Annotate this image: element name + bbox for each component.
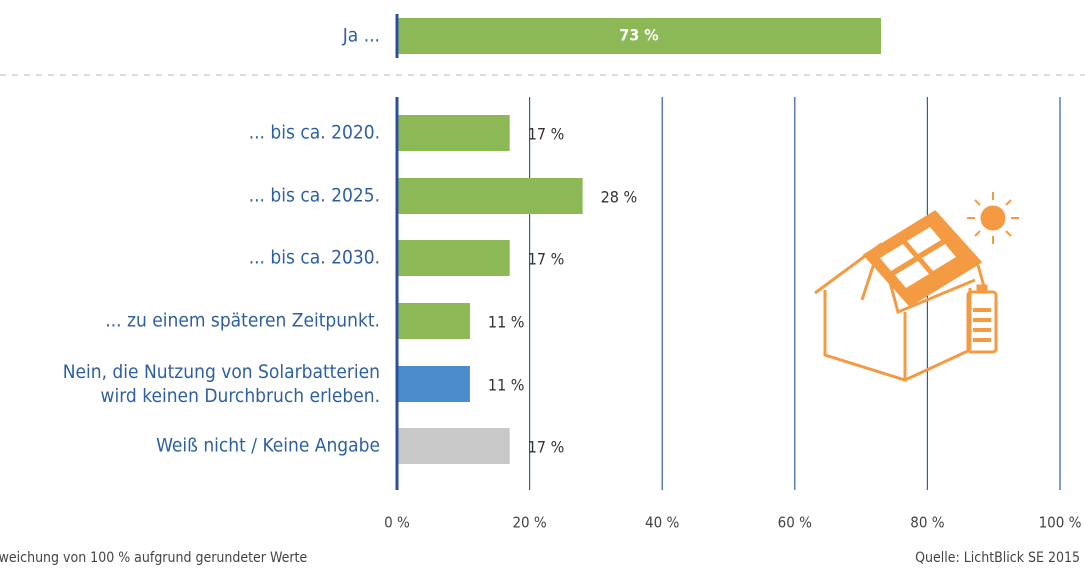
x-tick-label: 20 % bbox=[512, 514, 546, 532]
category-label: ... bis ca. 2025. bbox=[249, 185, 380, 207]
value-label: 11 % bbox=[488, 376, 525, 395]
bar bbox=[397, 240, 510, 276]
x-tick-label: 100 % bbox=[1039, 514, 1082, 532]
category-label-line: wird keinen Durchbruch erleben. bbox=[101, 385, 380, 407]
bar bbox=[397, 366, 470, 402]
footnote: Abweichung von 100 % aufgrund gerundeter… bbox=[0, 550, 307, 566]
bar bbox=[397, 115, 510, 151]
value-label: 11 % bbox=[488, 313, 525, 332]
value-label: 17 % bbox=[528, 438, 565, 457]
bar bbox=[397, 178, 583, 214]
house-icon bbox=[815, 192, 1019, 380]
bar bbox=[397, 303, 470, 339]
value-label: 73 % bbox=[619, 26, 658, 45]
category-label: ... bis ca. 2020. bbox=[249, 122, 380, 144]
x-tick-label: 80 % bbox=[910, 514, 944, 532]
category-label: Weiß nicht / Keine Angabe bbox=[156, 435, 380, 457]
source: Quelle: LichtBlick SE 2015 bbox=[915, 550, 1080, 566]
category-label: Ja ... bbox=[342, 25, 380, 47]
x-tick-label: 40 % bbox=[645, 514, 679, 532]
category-label-line: Nein, die Nutzung von Solarbatterien bbox=[63, 361, 380, 383]
bar bbox=[397, 428, 510, 464]
value-label: 28 % bbox=[601, 188, 638, 207]
value-label: 17 % bbox=[528, 250, 565, 269]
category-label: ... bis ca. 2030. bbox=[249, 247, 380, 269]
x-tick-label: 60 % bbox=[778, 514, 812, 532]
x-tick-label: 0 % bbox=[384, 514, 410, 532]
value-label: 17 % bbox=[528, 125, 565, 144]
chart: Abweichung von 100 % aufgrund gerundeter… bbox=[0, 0, 1085, 572]
category-label: ... zu einem späteren Zeitpunkt. bbox=[105, 310, 380, 332]
